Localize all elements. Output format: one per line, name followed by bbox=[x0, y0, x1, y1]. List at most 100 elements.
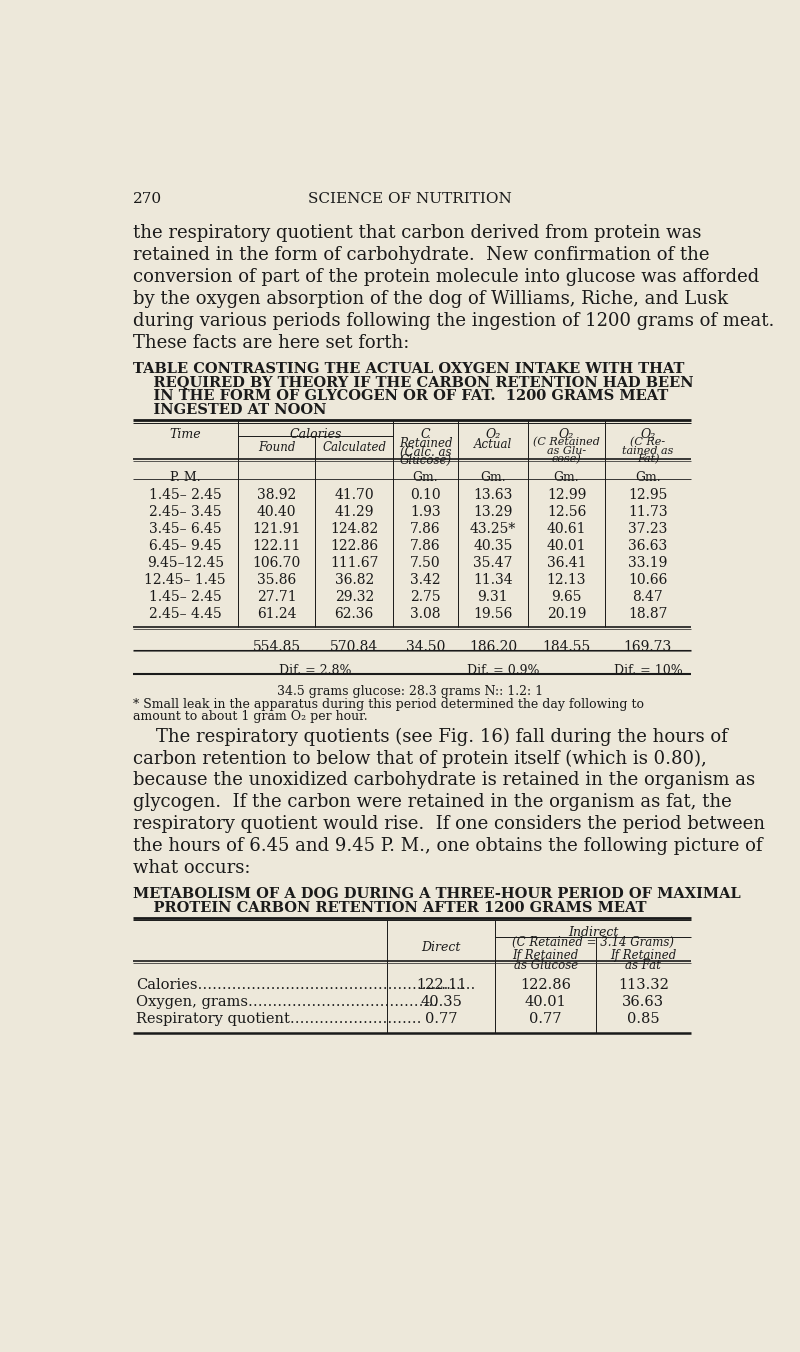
Text: (C Retained = 3.14 Grams): (C Retained = 3.14 Grams) bbox=[512, 936, 674, 949]
Text: 2.45– 3.45: 2.45– 3.45 bbox=[149, 504, 222, 519]
Text: 3.42: 3.42 bbox=[410, 573, 441, 587]
Text: 8.47: 8.47 bbox=[633, 589, 663, 603]
Text: METABOLISM OF A DOG DURING A THREE-HOUR PERIOD OF MAXIMAL: METABOLISM OF A DOG DURING A THREE-HOUR … bbox=[133, 887, 740, 902]
Text: Retained: Retained bbox=[398, 437, 452, 450]
Text: 33.19: 33.19 bbox=[628, 556, 668, 569]
Text: 12.13: 12.13 bbox=[547, 573, 586, 587]
Text: 12.99: 12.99 bbox=[547, 488, 586, 502]
Text: 554.85: 554.85 bbox=[253, 641, 301, 654]
Text: 40.61: 40.61 bbox=[547, 522, 586, 535]
Text: O₂: O₂ bbox=[640, 427, 655, 441]
Text: during various periods following the ingestion of 1200 grams of meat.: during various periods following the ing… bbox=[133, 311, 774, 330]
Text: 19.56: 19.56 bbox=[474, 607, 513, 621]
Text: Gm.: Gm. bbox=[554, 470, 579, 484]
Text: respiratory quotient would rise.  If one considers the period between: respiratory quotient would rise. If one … bbox=[133, 815, 765, 833]
Text: Direct: Direct bbox=[422, 941, 461, 955]
Text: 12.45– 1.45: 12.45– 1.45 bbox=[145, 573, 226, 587]
Text: 9.31: 9.31 bbox=[478, 589, 508, 603]
Text: 122.11: 122.11 bbox=[253, 538, 301, 553]
Text: 20.19: 20.19 bbox=[547, 607, 586, 621]
Text: the respiratory quotient that carbon derived from protein was: the respiratory quotient that carbon der… bbox=[133, 224, 701, 242]
Text: Gm.: Gm. bbox=[635, 470, 661, 484]
Text: The respiratory quotients (see Fig. 16) fall during the hours of: The respiratory quotients (see Fig. 16) … bbox=[133, 727, 727, 746]
Text: amount to about 1 gram O₂ per hour.: amount to about 1 gram O₂ per hour. bbox=[133, 711, 367, 723]
Text: 1.45– 2.45: 1.45– 2.45 bbox=[149, 488, 222, 502]
Text: 3.45– 6.45: 3.45– 6.45 bbox=[149, 522, 222, 535]
Text: (C Re-: (C Re- bbox=[630, 437, 666, 448]
Text: 34.5 grams glucose: 28.3 grams N:: 1.2: 1: 34.5 grams glucose: 28.3 grams N:: 1.2: … bbox=[277, 685, 543, 698]
Text: Found: Found bbox=[258, 441, 295, 454]
Text: Fat): Fat) bbox=[637, 454, 659, 464]
Text: 34.50: 34.50 bbox=[406, 641, 445, 654]
Text: 169.73: 169.73 bbox=[624, 641, 672, 654]
Text: 124.82: 124.82 bbox=[330, 522, 378, 535]
Text: as Glu-: as Glu- bbox=[547, 446, 586, 456]
Text: 121.91: 121.91 bbox=[253, 522, 301, 535]
Text: 1.45– 2.45: 1.45– 2.45 bbox=[149, 589, 222, 603]
Text: Gm.: Gm. bbox=[480, 470, 506, 484]
Text: 38.92: 38.92 bbox=[257, 488, 296, 502]
Text: 29.32: 29.32 bbox=[334, 589, 374, 603]
Text: what occurs:: what occurs: bbox=[133, 859, 250, 877]
Text: Dif. = 2.8%: Dif. = 2.8% bbox=[279, 664, 352, 676]
Text: SCIENCE OF NUTRITION: SCIENCE OF NUTRITION bbox=[308, 192, 512, 206]
Text: (Calc. as: (Calc. as bbox=[400, 446, 451, 458]
Text: If Retained: If Retained bbox=[610, 949, 677, 961]
Text: IN THE FORM OF GLYCOGEN OR OF FAT.  1200 GRAMS MEAT: IN THE FORM OF GLYCOGEN OR OF FAT. 1200 … bbox=[133, 389, 668, 403]
Text: Respiratory quotient………………………: Respiratory quotient……………………… bbox=[136, 1011, 421, 1026]
Text: 0.10: 0.10 bbox=[410, 488, 441, 502]
Text: Calories…………………………………………………: Calories………………………………………………… bbox=[136, 977, 475, 992]
Text: 10.66: 10.66 bbox=[628, 573, 668, 587]
Text: 0.85: 0.85 bbox=[627, 1011, 659, 1026]
Text: 40.01: 40.01 bbox=[547, 538, 586, 553]
Text: conversion of part of the protein molecule into glucose was afforded: conversion of part of the protein molecu… bbox=[133, 268, 758, 285]
Text: Time: Time bbox=[170, 427, 201, 441]
Text: These facts are here set forth:: These facts are here set forth: bbox=[133, 334, 409, 352]
Text: the hours of 6.45 and 9.45 P. M., one obtains the following picture of: the hours of 6.45 and 9.45 P. M., one ob… bbox=[133, 837, 762, 856]
Text: 40.01: 40.01 bbox=[525, 995, 566, 1009]
Text: 11.73: 11.73 bbox=[628, 504, 668, 519]
Text: 13.29: 13.29 bbox=[474, 504, 513, 519]
Text: 35.86: 35.86 bbox=[257, 573, 296, 587]
Text: 270: 270 bbox=[133, 192, 162, 206]
Text: tained as: tained as bbox=[622, 446, 674, 456]
Text: 27.71: 27.71 bbox=[257, 589, 297, 603]
Text: 7.50: 7.50 bbox=[410, 556, 441, 569]
Text: 13.63: 13.63 bbox=[474, 488, 513, 502]
Text: 18.87: 18.87 bbox=[628, 607, 668, 621]
Text: Dif. = 0.9%: Dif. = 0.9% bbox=[466, 664, 539, 676]
Text: 12.56: 12.56 bbox=[547, 504, 586, 519]
Text: TABLE CONTRASTING THE ACTUAL OXYGEN INTAKE WITH THAT: TABLE CONTRASTING THE ACTUAL OXYGEN INTA… bbox=[133, 362, 684, 376]
Text: 113.32: 113.32 bbox=[618, 977, 669, 992]
Text: 36.63: 36.63 bbox=[628, 538, 667, 553]
Text: 36.41: 36.41 bbox=[547, 556, 586, 569]
Text: Indirect: Indirect bbox=[568, 926, 618, 938]
Text: 12.95: 12.95 bbox=[628, 488, 668, 502]
Text: * Small leak in the apparatus during this period determined the day following to: * Small leak in the apparatus during thi… bbox=[133, 698, 643, 711]
Text: glycogen.  If the carbon were retained in the organism as fat, the: glycogen. If the carbon were retained in… bbox=[133, 794, 731, 811]
Text: If Retained: If Retained bbox=[513, 949, 578, 961]
Text: 61.24: 61.24 bbox=[257, 607, 297, 621]
Text: Glucose): Glucose) bbox=[399, 454, 451, 466]
Text: 2.75: 2.75 bbox=[410, 589, 441, 603]
Text: 3.08: 3.08 bbox=[410, 607, 441, 621]
Text: 570.84: 570.84 bbox=[330, 641, 378, 654]
Text: as Glucose: as Glucose bbox=[514, 959, 578, 972]
Text: 186.20: 186.20 bbox=[469, 641, 517, 654]
Text: Dif. = 10%: Dif. = 10% bbox=[614, 664, 682, 676]
Text: 37.23: 37.23 bbox=[628, 522, 668, 535]
Text: 36.63: 36.63 bbox=[622, 995, 664, 1009]
Text: 0.77: 0.77 bbox=[425, 1011, 458, 1026]
Text: by the oxygen absorption of the dog of Williams, Riche, and Lusk: by the oxygen absorption of the dog of W… bbox=[133, 289, 728, 308]
Text: 40.35: 40.35 bbox=[420, 995, 462, 1009]
Text: 122.11: 122.11 bbox=[416, 977, 466, 992]
Text: O₂: O₂ bbox=[559, 427, 574, 441]
Text: 0.77: 0.77 bbox=[530, 1011, 562, 1026]
Text: 41.70: 41.70 bbox=[334, 488, 374, 502]
Text: Calories: Calories bbox=[290, 427, 342, 441]
Text: Actual: Actual bbox=[474, 438, 512, 452]
Text: P. M.: P. M. bbox=[170, 470, 201, 484]
Text: cose): cose) bbox=[552, 454, 582, 464]
Text: 62.36: 62.36 bbox=[334, 607, 374, 621]
Text: PROTEIN CARBON RETENTION AFTER 1200 GRAMS MEAT: PROTEIN CARBON RETENTION AFTER 1200 GRAM… bbox=[133, 900, 646, 915]
